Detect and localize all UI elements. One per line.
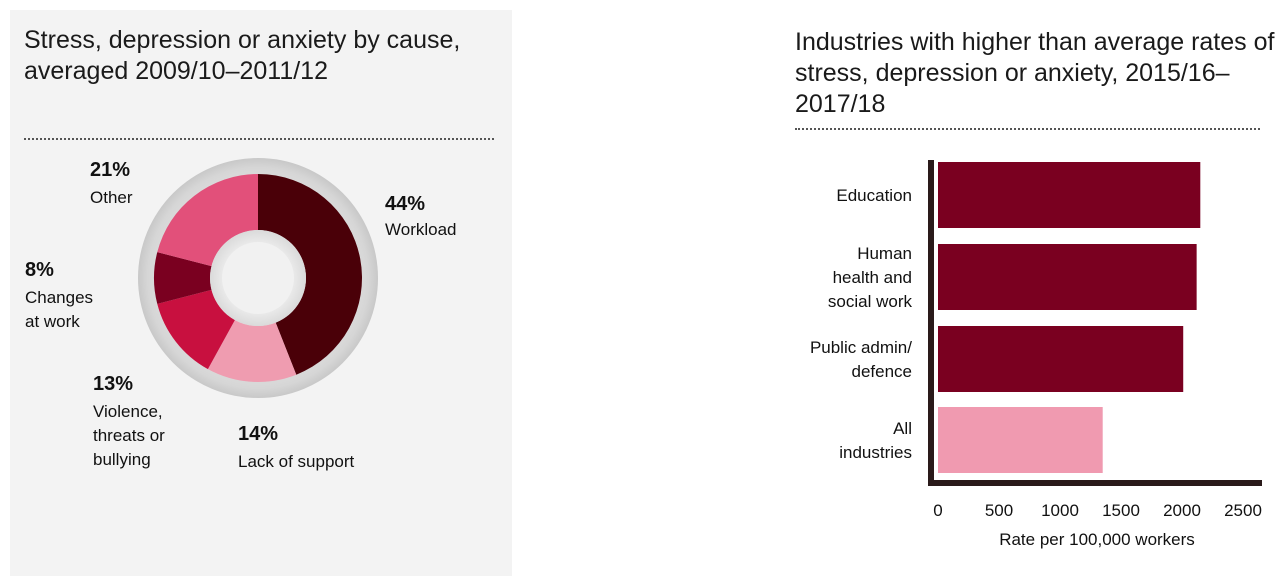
donut-hole-center — [222, 242, 294, 314]
bar-0 — [938, 162, 1201, 228]
donut-chart: 44% Workload 14% Lack of support 13% Violence… — [25, 158, 457, 471]
donut-pct-label-0: 44% — [385, 193, 425, 215]
donut-category-label-1: Lack of support — [238, 452, 355, 471]
donut-slice-2 — [157, 289, 235, 370]
donut-pct-label-3: 8% — [25, 259, 54, 281]
bar-chart: Education Human health and social work Publi… — [810, 160, 1262, 549]
bar-category-label-1: Human health and social work — [828, 244, 913, 311]
bar-x-tick-4: 2000 — [1163, 501, 1201, 520]
left-title-divider — [24, 138, 494, 140]
donut-pct-label-2: 13% — [93, 373, 133, 395]
bar-x-axis-title: Rate per 100,000 workers — [999, 530, 1195, 549]
bar-category-label-2: Public admin/defence — [810, 338, 912, 381]
donut-slice-3 — [154, 252, 212, 304]
donut-slice-4 — [157, 174, 258, 267]
bar-chart-title: Industries with higher than average rate… — [795, 28, 1275, 118]
donut-pct-label-1: 14% — [238, 423, 278, 445]
donut-chart-title: Stress, depression or anxiety by cause, … — [24, 26, 461, 85]
bar-x-tick-0: 0 — [933, 501, 942, 520]
donut-category-label-4: Other — [90, 188, 133, 207]
bar-category-label-0: Education — [836, 186, 912, 205]
bar-x-tick-3: 1500 — [1102, 501, 1140, 520]
bar-x-tick-5: 2500 — [1224, 501, 1262, 520]
bar-x-tick-2: 1000 — [1041, 501, 1079, 520]
bar-x-tick-1: 500 — [985, 501, 1013, 520]
bar-2 — [938, 326, 1184, 392]
donut-pct-label-4: 21% — [90, 159, 130, 181]
donut-category-label-2: Violence, threats or bullying — [93, 402, 165, 469]
donut-category-label-3: Changes at work — [25, 288, 93, 331]
bar-category-label-3: All industries — [839, 419, 912, 462]
donut-slice-0 — [258, 174, 363, 375]
bar-3 — [938, 407, 1103, 473]
donut-slice-1 — [207, 320, 297, 382]
donut-category-label-0: Workload — [385, 220, 457, 239]
right-title-divider — [795, 128, 1260, 130]
bar-1 — [938, 244, 1197, 310]
